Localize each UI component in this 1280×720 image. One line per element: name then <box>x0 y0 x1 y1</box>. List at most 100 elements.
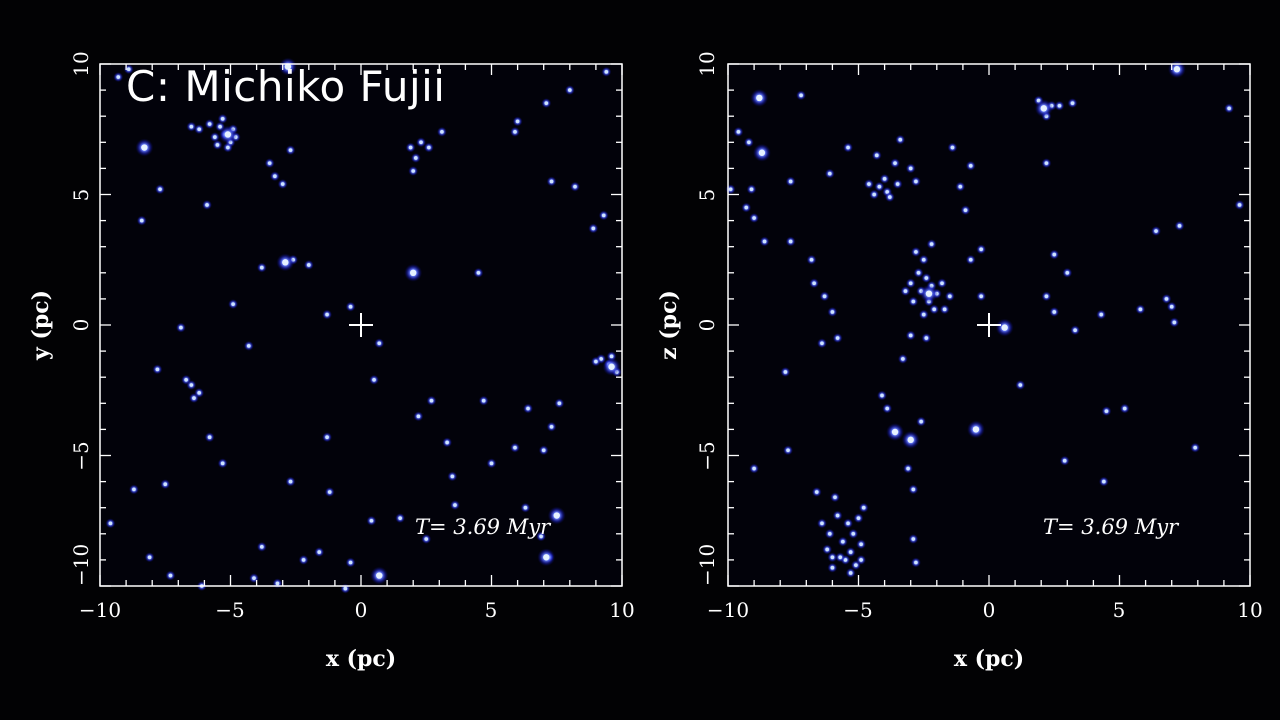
right-star-core <box>1044 161 1049 165</box>
right-star-core <box>744 205 749 210</box>
right-star-core <box>854 563 858 567</box>
right-star-core <box>924 336 929 340</box>
right-star-core <box>940 281 944 286</box>
right-star-core <box>830 565 835 570</box>
right-star-core <box>749 187 754 192</box>
left-star-core <box>424 537 429 541</box>
left-star-core <box>573 184 577 189</box>
left-x-axis-label: x (pc) <box>326 646 396 672</box>
right-star-core <box>809 257 814 262</box>
left-star-core <box>591 226 596 231</box>
left-star-core <box>179 325 183 330</box>
left-bright-star-core <box>141 144 148 151</box>
left-star-core <box>108 521 113 526</box>
right-star-core <box>1172 320 1177 325</box>
left-star-core <box>184 378 188 382</box>
right-star-core <box>841 539 845 544</box>
left-star-core <box>544 101 549 105</box>
right-bright-star-core <box>891 428 899 436</box>
left-star-core <box>414 156 418 160</box>
left-star-core <box>440 130 444 134</box>
left-star-core <box>288 479 293 484</box>
left-star-core <box>515 119 520 124</box>
left-star-core <box>189 124 194 129</box>
right-star-core <box>1104 409 1109 413</box>
left-star-core <box>267 161 272 165</box>
left-star-core <box>348 304 353 309</box>
right-star-core <box>835 336 840 340</box>
left-star-core <box>526 406 530 411</box>
right-star-core <box>885 406 890 411</box>
right-star-core <box>827 171 832 176</box>
right-star-core <box>916 271 921 275</box>
right-star-core <box>830 310 835 314</box>
left-plot: −10 −5 0 5 10 −10 −5 0 5 10 x (pc) y (pc… <box>28 51 635 672</box>
right-star-core <box>950 145 955 150</box>
right-star-core <box>1070 101 1075 105</box>
left-plot-points <box>105 57 622 594</box>
right-star-core <box>846 521 850 526</box>
left-star-core <box>192 396 196 400</box>
left-x-tick-label-1: −5 <box>215 598 244 622</box>
right-bright-star-core <box>1173 66 1181 73</box>
left-star-core <box>231 302 235 306</box>
left-star-core <box>594 359 598 364</box>
left-x-tick-label-2: 0 <box>355 598 368 622</box>
left-star-core <box>419 140 423 145</box>
left-star-core <box>220 117 225 121</box>
right-star-core <box>872 192 876 197</box>
right-star-core <box>1237 203 1242 207</box>
right-star-core <box>848 571 853 575</box>
right-x-tick-label-4: 10 <box>1237 598 1262 622</box>
left-star-core <box>453 503 457 507</box>
right-star-core <box>820 521 824 526</box>
left-star-core <box>369 518 374 523</box>
right-star-core <box>877 184 882 189</box>
right-star-core <box>752 216 756 220</box>
left-star-core <box>260 545 264 549</box>
left-star-core <box>307 263 311 267</box>
image-credit: C: Michiko Fujii <box>126 62 446 111</box>
right-star-core <box>1102 479 1106 484</box>
left-star-core <box>189 383 194 387</box>
left-star-core <box>513 445 517 450</box>
right-star-core <box>1177 224 1182 228</box>
right-star-core <box>788 179 793 184</box>
right-y-tick-label-0: −10 <box>695 544 719 586</box>
left-star-core <box>476 271 481 275</box>
right-star-core <box>835 513 840 518</box>
right-star-core <box>880 393 884 398</box>
left-star-core <box>116 75 121 79</box>
left-star-core <box>325 435 329 440</box>
right-bright-star-core <box>907 436 914 444</box>
right-star-core <box>1044 294 1049 299</box>
right-star-core <box>968 257 973 262</box>
right-star-core <box>893 161 897 165</box>
right-star-core <box>914 179 918 184</box>
left-y-tick-label-2: 0 <box>69 319 93 332</box>
left-plot-axes <box>99 63 623 587</box>
right-star-core <box>825 547 829 552</box>
right-star-core <box>1052 310 1057 314</box>
right-x-tick-label-0: −10 <box>707 598 749 622</box>
right-star-core <box>958 184 963 189</box>
left-star-core <box>408 145 413 150</box>
right-star-core <box>736 130 741 134</box>
left-x-tick-label-3: 5 <box>485 598 498 622</box>
right-y-tick-label-1: −5 <box>695 441 719 470</box>
right-star-core <box>874 153 879 158</box>
left-star-core <box>568 88 572 92</box>
right-star-core <box>752 466 756 471</box>
right-star-core <box>822 294 827 299</box>
right-star-core <box>1073 328 1077 333</box>
left-star-core <box>609 354 614 359</box>
right-star-core <box>1018 383 1023 387</box>
left-star-core <box>288 148 293 152</box>
right-star-core <box>859 542 863 547</box>
right-star-core <box>1169 304 1174 309</box>
left-bright-star-core <box>376 572 383 579</box>
left-star-core <box>215 143 220 147</box>
left-star-core <box>226 145 230 150</box>
right-star-core <box>948 294 952 299</box>
